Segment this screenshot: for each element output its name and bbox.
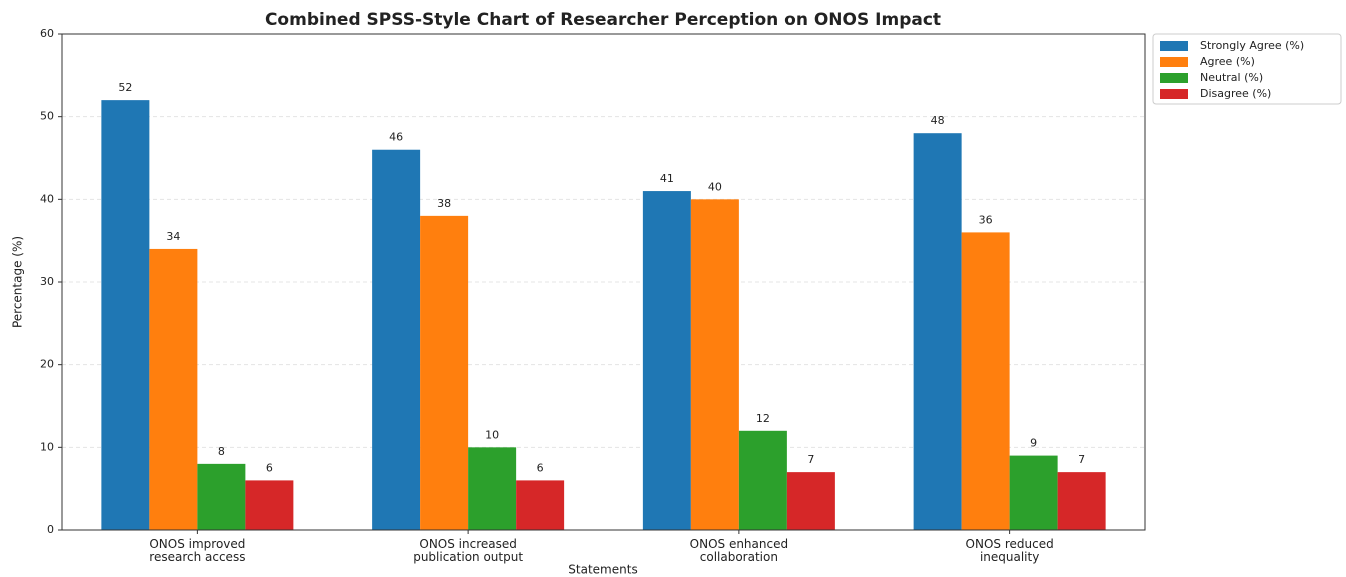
data-label: 46	[389, 131, 403, 144]
data-label: 9	[1030, 437, 1037, 450]
data-label: 10	[485, 428, 499, 441]
x-axis-label: Statements	[568, 563, 637, 577]
y-axis-label: Percentage (%)	[11, 236, 25, 328]
legend-swatch	[1160, 89, 1188, 99]
y-tick-label: 50	[40, 110, 54, 123]
x-tick-label: ONOS increased publication output	[413, 537, 523, 564]
legend-swatch	[1160, 57, 1188, 67]
data-label: 6	[537, 461, 544, 474]
bar	[516, 480, 565, 530]
bar	[961, 232, 1010, 530]
bar	[372, 149, 421, 530]
bar	[1009, 455, 1058, 530]
legend-box	[1152, 33, 1342, 105]
legend-label: Neutral (%)	[1200, 71, 1263, 84]
data-label: 40	[708, 180, 722, 193]
data-label: 38	[437, 197, 451, 210]
data-label: 6	[266, 461, 273, 474]
data-label: 36	[979, 213, 993, 226]
chart-title: Combined SPSS-Style Chart of Researcher …	[265, 10, 941, 30]
bar	[420, 215, 469, 530]
y-tick-label: 0	[47, 523, 54, 536]
legend: Strongly Agree (%) Agree (%) Neutral (%) Di…	[1152, 33, 1342, 105]
x-tick-label: ONOS enhanced collaboration	[690, 537, 788, 564]
bar	[786, 472, 835, 530]
bar	[1057, 472, 1106, 530]
data-label: 48	[931, 114, 945, 127]
data-label: 8	[218, 445, 225, 458]
legend-swatch	[1160, 41, 1188, 51]
bar	[913, 133, 962, 530]
bar	[197, 463, 246, 530]
y-tick-label: 60	[40, 27, 54, 40]
plot-frame	[61, 33, 1146, 531]
data-label: 52	[118, 81, 132, 94]
data-label: 12	[756, 412, 770, 425]
bar	[690, 199, 739, 531]
bar	[245, 480, 294, 530]
y-tick-label: 40	[40, 192, 54, 205]
y-tick-label: 30	[40, 275, 54, 288]
bar	[468, 447, 517, 530]
bar	[101, 100, 150, 530]
x-tick-label: ONOS improved research access	[149, 537, 245, 564]
y-tick-label: 10	[40, 440, 54, 453]
data-label: 34	[166, 230, 180, 243]
legend-swatch	[1160, 73, 1188, 83]
data-label: 7	[807, 453, 814, 466]
data-label: 41	[660, 172, 674, 185]
bar	[149, 248, 198, 530]
x-tick-label: ONOS reduced inequality	[966, 537, 1054, 564]
legend-label: Agree (%)	[1200, 55, 1255, 68]
bar	[642, 191, 691, 531]
y-tick-label: 20	[40, 358, 54, 371]
bar	[738, 430, 787, 530]
data-label: 7	[1078, 453, 1085, 466]
legend-label: Disagree (%)	[1200, 87, 1271, 100]
legend-label: Strongly Agree (%)	[1200, 39, 1304, 52]
